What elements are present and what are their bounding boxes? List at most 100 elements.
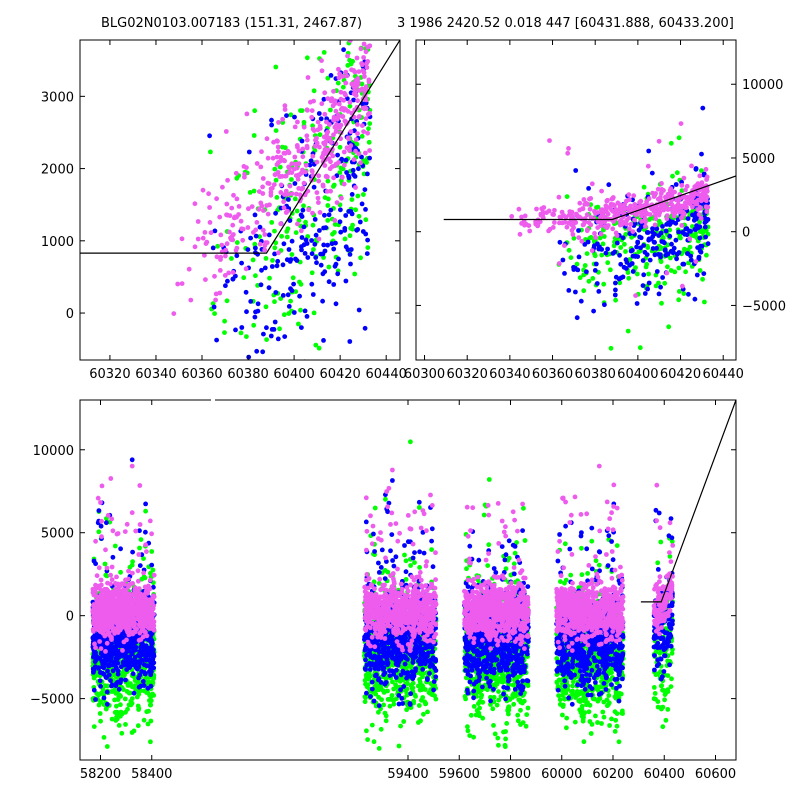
series-green-point (605, 260, 610, 265)
series-magenta-point (573, 220, 578, 225)
series-blue-point (334, 301, 339, 306)
series-green-point (293, 197, 298, 202)
series-magenta-point (682, 176, 687, 181)
series-magenta-point (294, 162, 299, 167)
series-magenta-point (527, 229, 532, 234)
series-blue-point (319, 263, 324, 268)
series-blue-point (365, 238, 370, 243)
series-blue-point (309, 238, 314, 243)
series-green-point (664, 718, 669, 723)
y-tick-label: 5000 (742, 152, 775, 167)
series-magenta-point (300, 154, 305, 159)
series-magenta-point (704, 209, 709, 214)
series-blue-point (254, 349, 259, 354)
title-right: 3 1986 2420.52 0.018 447 [60431.888, 604… (397, 16, 734, 31)
series-green-point (619, 692, 624, 697)
series-green-point (370, 723, 375, 728)
series-magenta-point (305, 108, 310, 113)
series-green-point (420, 695, 425, 700)
series-green-point (608, 267, 613, 272)
series-magenta-point (565, 225, 570, 230)
series-magenta-point (218, 233, 223, 238)
series-blue-point (343, 213, 348, 218)
series-magenta-point (328, 159, 333, 164)
series-green-point (465, 724, 470, 729)
series-green-point (691, 233, 696, 238)
series-blue-point (634, 245, 639, 250)
series-blue-point (573, 290, 578, 295)
series-green-point (677, 266, 682, 271)
series-magenta-point (356, 80, 361, 85)
series-green-point (659, 683, 664, 688)
series-blue-point (686, 216, 691, 221)
series-blue-point (267, 285, 272, 290)
series-green-point (376, 710, 381, 715)
series-blue-point (689, 258, 694, 263)
series-magenta-point (302, 181, 307, 186)
series-magenta-point (296, 186, 301, 191)
series-magenta-point (260, 185, 265, 190)
series-blue-point (613, 293, 618, 298)
series-blue-point (660, 275, 665, 280)
series-magenta-point (361, 55, 366, 60)
series-green-point (578, 698, 583, 703)
series-blue-point (645, 287, 650, 292)
series-green-point (493, 732, 498, 737)
series-blue-point (312, 242, 317, 247)
series-blue-point (703, 225, 708, 230)
series-magenta-point (324, 120, 329, 125)
series-blue-point (247, 150, 252, 155)
series-green-point (404, 558, 409, 563)
series-magenta-point (657, 139, 662, 144)
series-blue-point (322, 213, 327, 218)
series-green-point (272, 229, 277, 234)
series-green-point (92, 724, 97, 729)
y-tick-label: 10000 (742, 78, 783, 93)
series-blue-point (275, 263, 280, 268)
series-green-point (381, 703, 386, 708)
series-green-point (289, 177, 294, 182)
series-blue-point (327, 279, 332, 284)
series-blue-point (591, 309, 596, 314)
series-green-point (578, 275, 583, 280)
series-magenta-point (570, 228, 575, 233)
series-magenta-point (588, 207, 593, 212)
series-magenta-point (336, 112, 341, 117)
series-green-point (474, 713, 479, 718)
series-magenta-point (208, 220, 213, 225)
series-blue-point (577, 255, 582, 260)
series-magenta-point (322, 112, 327, 117)
series-green-point (248, 190, 253, 195)
title-left: BLG02N0103.007183 (151.31, 2467.87) (101, 16, 362, 31)
series-magenta-point (206, 191, 211, 196)
series-magenta-point (204, 240, 209, 245)
series-green-point (127, 691, 132, 696)
series-magenta-point (355, 98, 360, 103)
series-magenta-point (289, 170, 294, 175)
series-magenta-point (669, 189, 674, 194)
series-magenta-point (260, 191, 265, 196)
series-magenta-point (207, 205, 212, 210)
series-green-point (361, 192, 366, 197)
points-top-right (509, 106, 710, 351)
series-green-point (209, 393, 214, 398)
series-green-point (429, 547, 434, 552)
series-blue-point (327, 212, 332, 217)
series-blue-point (275, 259, 280, 264)
series-blue-point (617, 253, 622, 258)
y-tick-label: 0 (742, 226, 750, 241)
series-blue-point (357, 308, 362, 313)
series-magenta-point (692, 184, 697, 189)
series-green-point (345, 63, 350, 68)
series-green-point (683, 269, 688, 274)
series-blue-point (330, 241, 335, 246)
series-green-point (123, 697, 128, 702)
series-green-point (486, 542, 491, 547)
series-blue-point (350, 192, 355, 197)
series-green-point (270, 258, 275, 263)
series-magenta-point (337, 75, 342, 80)
series-magenta-point (365, 59, 370, 64)
series-green-point (613, 718, 618, 723)
series-magenta-point (348, 143, 353, 148)
series-magenta-point (235, 197, 240, 202)
